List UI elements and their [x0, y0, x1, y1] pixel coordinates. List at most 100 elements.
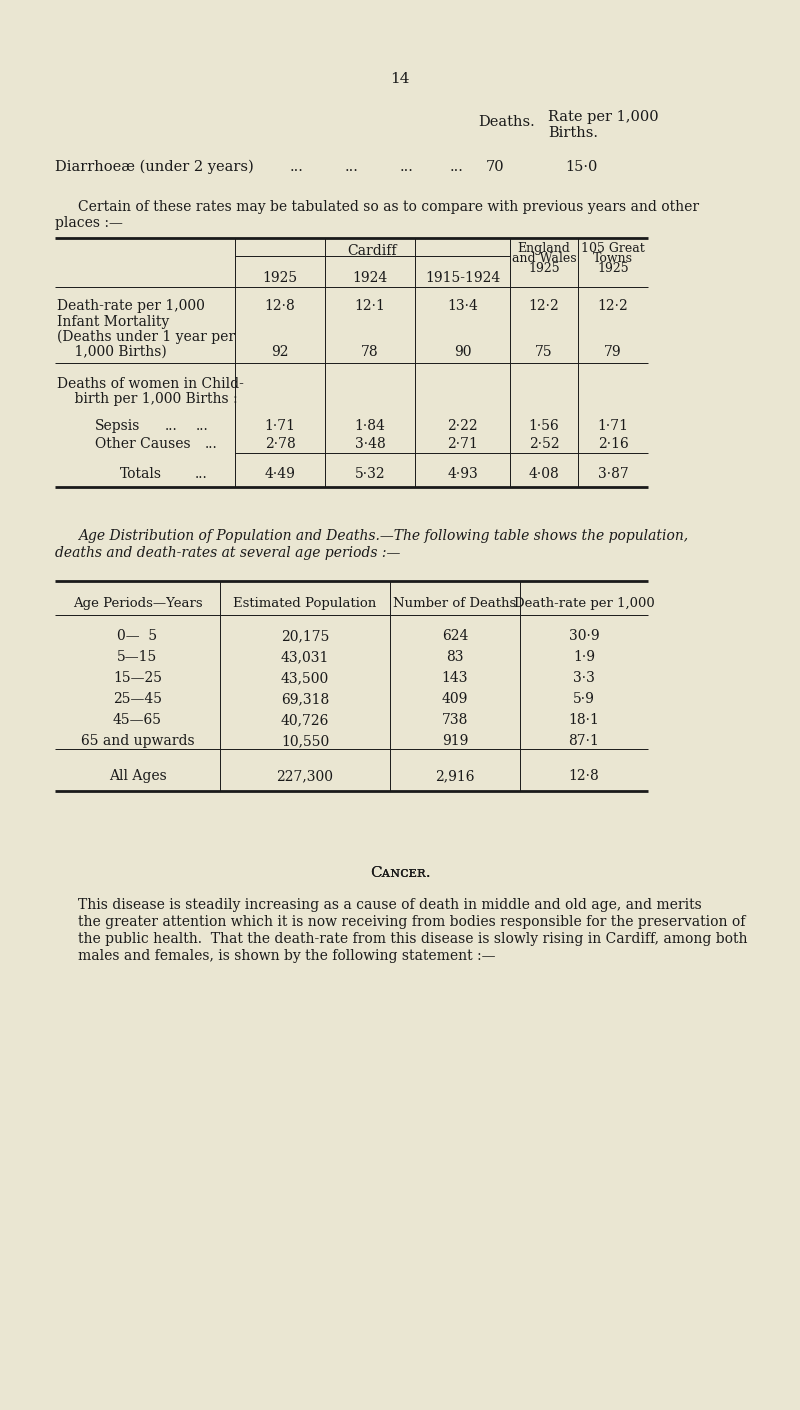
Text: 87·1: 87·1 — [569, 735, 599, 747]
Text: 14: 14 — [390, 72, 410, 86]
Text: 227,300: 227,300 — [277, 768, 334, 783]
Text: 2·22: 2·22 — [447, 419, 478, 433]
Text: 12·2: 12·2 — [529, 299, 559, 313]
Text: 70: 70 — [486, 159, 505, 173]
Text: Cardiff: Cardiff — [348, 244, 398, 258]
Text: and Wales: and Wales — [512, 252, 576, 265]
Text: ...: ... — [290, 159, 304, 173]
Text: 18·1: 18·1 — [569, 713, 599, 728]
Text: Age Distribution of Population and Deaths.—The following table shows the populat: Age Distribution of Population and Death… — [78, 529, 688, 543]
Text: males and females, is shown by the following statement :—: males and females, is shown by the follo… — [78, 949, 495, 963]
Text: 624: 624 — [442, 629, 468, 643]
Text: 92: 92 — [271, 345, 289, 360]
Text: birth per 1,000 Births :: birth per 1,000 Births : — [57, 392, 238, 406]
Text: 143: 143 — [442, 671, 468, 685]
Text: Sepsis: Sepsis — [95, 419, 140, 433]
Text: This disease is steadily increasing as a cause of death in middle and old age, a: This disease is steadily increasing as a… — [78, 898, 702, 912]
Text: 75: 75 — [535, 345, 553, 360]
Text: 409: 409 — [442, 692, 468, 706]
Text: Cᴀɴᴄᴇʀ.: Cᴀɴᴄᴇʀ. — [370, 866, 430, 880]
Text: 2·71: 2·71 — [447, 437, 478, 451]
Text: 83: 83 — [446, 650, 464, 664]
Text: Other Causes: Other Causes — [95, 437, 190, 451]
Text: 1925: 1925 — [528, 262, 560, 275]
Text: 1925: 1925 — [262, 271, 298, 285]
Text: Infant Mortality: Infant Mortality — [57, 314, 170, 329]
Text: Totals: Totals — [120, 467, 162, 481]
Text: 4·49: 4·49 — [265, 467, 295, 481]
Text: Death-rate per 1,000: Death-rate per 1,000 — [514, 596, 654, 611]
Text: 30·9: 30·9 — [569, 629, 599, 643]
Text: Number of Deaths: Number of Deaths — [394, 596, 517, 611]
Text: 1915-1924: 1915-1924 — [425, 271, 500, 285]
Text: Deaths of women in Child-: Deaths of women in Child- — [57, 376, 244, 391]
Text: 12·1: 12·1 — [354, 299, 386, 313]
Text: 1·71: 1·71 — [598, 419, 629, 433]
Text: 10,550: 10,550 — [281, 735, 329, 747]
Text: Age Periods—Years: Age Periods—Years — [73, 596, 202, 611]
Text: 2·78: 2·78 — [265, 437, 295, 451]
Text: 1924: 1924 — [352, 271, 388, 285]
Text: 12·8: 12·8 — [569, 768, 599, 783]
Text: 1·9: 1·9 — [573, 650, 595, 664]
Text: 3·3: 3·3 — [573, 671, 595, 685]
Text: 105 Great: 105 Great — [581, 243, 645, 255]
Text: (Deaths under 1 year per: (Deaths under 1 year per — [57, 330, 235, 344]
Text: 2·52: 2·52 — [529, 437, 559, 451]
Text: 5—15: 5—15 — [118, 650, 158, 664]
Text: Cᴀɴᴄᴇʀ.: Cᴀɴᴄᴇʀ. — [370, 866, 430, 880]
Text: deaths and death-rates at several age periods :—: deaths and death-rates at several age pe… — [55, 546, 400, 560]
Text: All Ages: All Ages — [109, 768, 166, 783]
Text: 12·8: 12·8 — [265, 299, 295, 313]
Text: 45—65: 45—65 — [113, 713, 162, 728]
Text: 1·71: 1·71 — [265, 419, 295, 433]
Text: 919: 919 — [442, 735, 468, 747]
Text: 1·56: 1·56 — [529, 419, 559, 433]
Text: 2,916: 2,916 — [435, 768, 474, 783]
Text: 3·87: 3·87 — [598, 467, 628, 481]
Text: 5·9: 5·9 — [573, 692, 595, 706]
Text: the public health.  That the death-rate from this disease is slowly rising in Ca: the public health. That the death-rate f… — [78, 932, 747, 946]
Text: Estimated Population: Estimated Population — [234, 596, 377, 611]
Text: ...: ... — [450, 159, 464, 173]
Text: 12·2: 12·2 — [598, 299, 628, 313]
Text: Death-rate per 1,000: Death-rate per 1,000 — [57, 299, 205, 313]
Text: ...: ... — [205, 437, 218, 451]
Text: Diarrhoeæ (under 2 years): Diarrhoeæ (under 2 years) — [55, 159, 254, 175]
Text: 5·32: 5·32 — [354, 467, 386, 481]
Text: 1·84: 1·84 — [354, 419, 386, 433]
Text: 20,175: 20,175 — [281, 629, 329, 643]
Text: 90: 90 — [454, 345, 471, 360]
Text: 25—45: 25—45 — [113, 692, 162, 706]
Text: 4·08: 4·08 — [529, 467, 559, 481]
Text: 78: 78 — [361, 345, 379, 360]
Text: Births.: Births. — [548, 125, 598, 140]
Text: 1925: 1925 — [597, 262, 629, 275]
Text: 40,726: 40,726 — [281, 713, 329, 728]
Text: 1,000 Births): 1,000 Births) — [57, 345, 166, 360]
Text: 15—25: 15—25 — [113, 671, 162, 685]
Text: England: England — [518, 243, 570, 255]
Text: 43,500: 43,500 — [281, 671, 329, 685]
Text: Certain of these rates may be tabulated so as to compare with previous years and: Certain of these rates may be tabulated … — [78, 200, 699, 214]
Text: Rate per 1,000: Rate per 1,000 — [548, 110, 658, 124]
Text: Towns: Towns — [593, 252, 633, 265]
Text: ...: ... — [345, 159, 359, 173]
Text: 13·4: 13·4 — [447, 299, 478, 313]
Text: 0—  5: 0— 5 — [118, 629, 158, 643]
Text: the greater attention which it is now receiving from bodies responsible for the : the greater attention which it is now re… — [78, 915, 746, 929]
Text: 738: 738 — [442, 713, 468, 728]
Text: ...: ... — [196, 419, 209, 433]
Text: 65 and upwards: 65 and upwards — [81, 735, 194, 747]
Text: 4·93: 4·93 — [447, 467, 478, 481]
Text: 69,318: 69,318 — [281, 692, 329, 706]
Text: ...: ... — [165, 419, 178, 433]
Text: Deaths.: Deaths. — [478, 116, 534, 128]
Text: ...: ... — [195, 467, 208, 481]
Text: 79: 79 — [604, 345, 622, 360]
Text: 43,031: 43,031 — [281, 650, 329, 664]
Text: 3·48: 3·48 — [354, 437, 386, 451]
Text: ...: ... — [400, 159, 414, 173]
Text: 2·16: 2·16 — [598, 437, 628, 451]
Text: places :—: places :— — [55, 216, 123, 230]
